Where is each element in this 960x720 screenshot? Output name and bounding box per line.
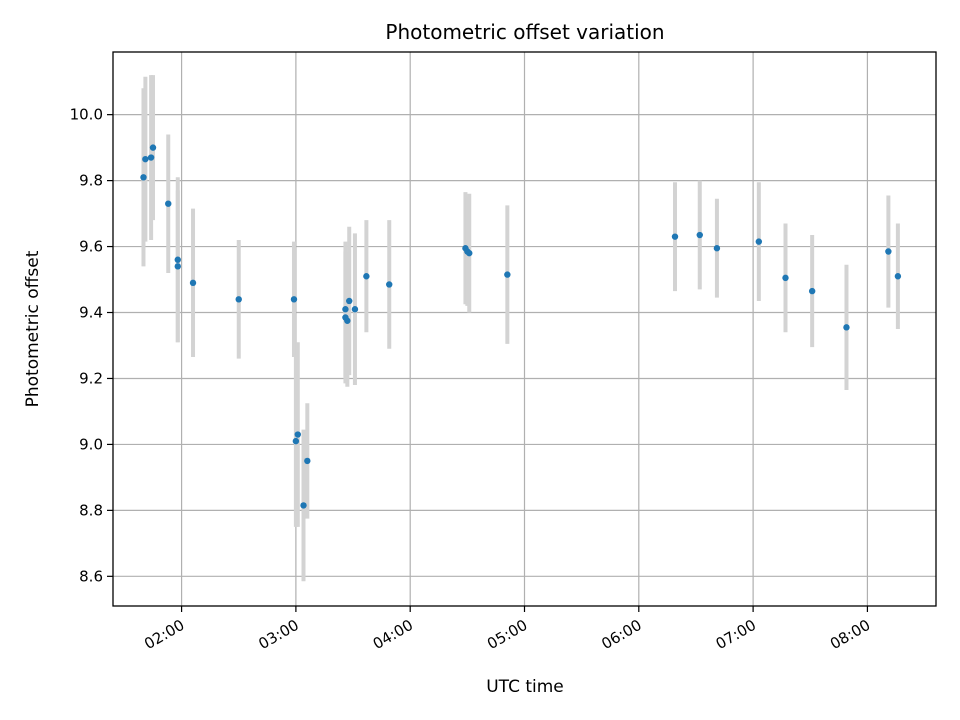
data-point — [304, 457, 311, 465]
data-point — [782, 274, 789, 282]
y-tick-label: 9.8 — [79, 172, 103, 190]
data-point — [149, 144, 157, 151]
data-point — [363, 273, 370, 280]
x-axis-label: UTC time — [486, 677, 564, 697]
data-point — [344, 317, 351, 324]
data-point — [290, 296, 298, 303]
x-tick-label: 07:00 — [713, 616, 759, 653]
x-tick-label: 08:00 — [827, 616, 873, 653]
y-tick-label: 9.4 — [79, 304, 103, 322]
x-tick-label: 03:00 — [255, 616, 301, 653]
chart-title: Photometric offset variation — [385, 20, 664, 44]
y-tick-label: 8.6 — [79, 567, 103, 585]
data-point — [755, 238, 763, 245]
data-point — [885, 248, 892, 255]
data-point — [140, 174, 147, 181]
x-tick-label: 05:00 — [484, 616, 530, 653]
data-point — [294, 431, 301, 438]
data-point — [174, 263, 181, 270]
data-point — [165, 200, 172, 207]
error-bars — [141, 75, 900, 582]
data-point — [351, 306, 359, 313]
data-point — [696, 231, 703, 239]
data-point — [235, 296, 242, 303]
x-tick-label: 02:00 — [141, 616, 187, 653]
x-tick-label: 04:00 — [370, 616, 416, 653]
y-tick-label: 8.8 — [79, 501, 103, 519]
data-point — [292, 437, 300, 445]
y-tick-label: 10.0 — [70, 106, 103, 124]
data-point — [174, 256, 181, 263]
data-point — [189, 279, 197, 287]
data-point — [342, 306, 349, 313]
data-point — [671, 233, 679, 240]
y-axis-ticks: 8.6 8.8 9.0 9.2 9.4 9.6 9.8 10.0 — [70, 106, 113, 585]
data-point — [808, 287, 816, 295]
y-axis-label: Photometric offset — [23, 250, 43, 407]
data-points — [140, 144, 902, 509]
data-point — [843, 324, 850, 331]
y-tick-label: 9.6 — [79, 238, 103, 256]
data-point — [386, 281, 393, 288]
y-tick-label: 9.0 — [79, 435, 103, 453]
data-point — [147, 154, 155, 161]
data-point — [894, 273, 902, 280]
data-point — [300, 502, 307, 509]
data-point — [504, 271, 511, 278]
data-point — [346, 297, 353, 305]
x-tick-label: 06:00 — [598, 616, 644, 653]
x-axis-ticks: 02:00 03:00 04:00 05:00 06:00 07:00 08:00 — [141, 606, 873, 653]
data-point — [713, 245, 721, 252]
data-point — [466, 249, 473, 257]
data-point — [142, 155, 149, 163]
y-tick-label: 9.2 — [79, 369, 103, 387]
grid-lines — [113, 52, 936, 606]
